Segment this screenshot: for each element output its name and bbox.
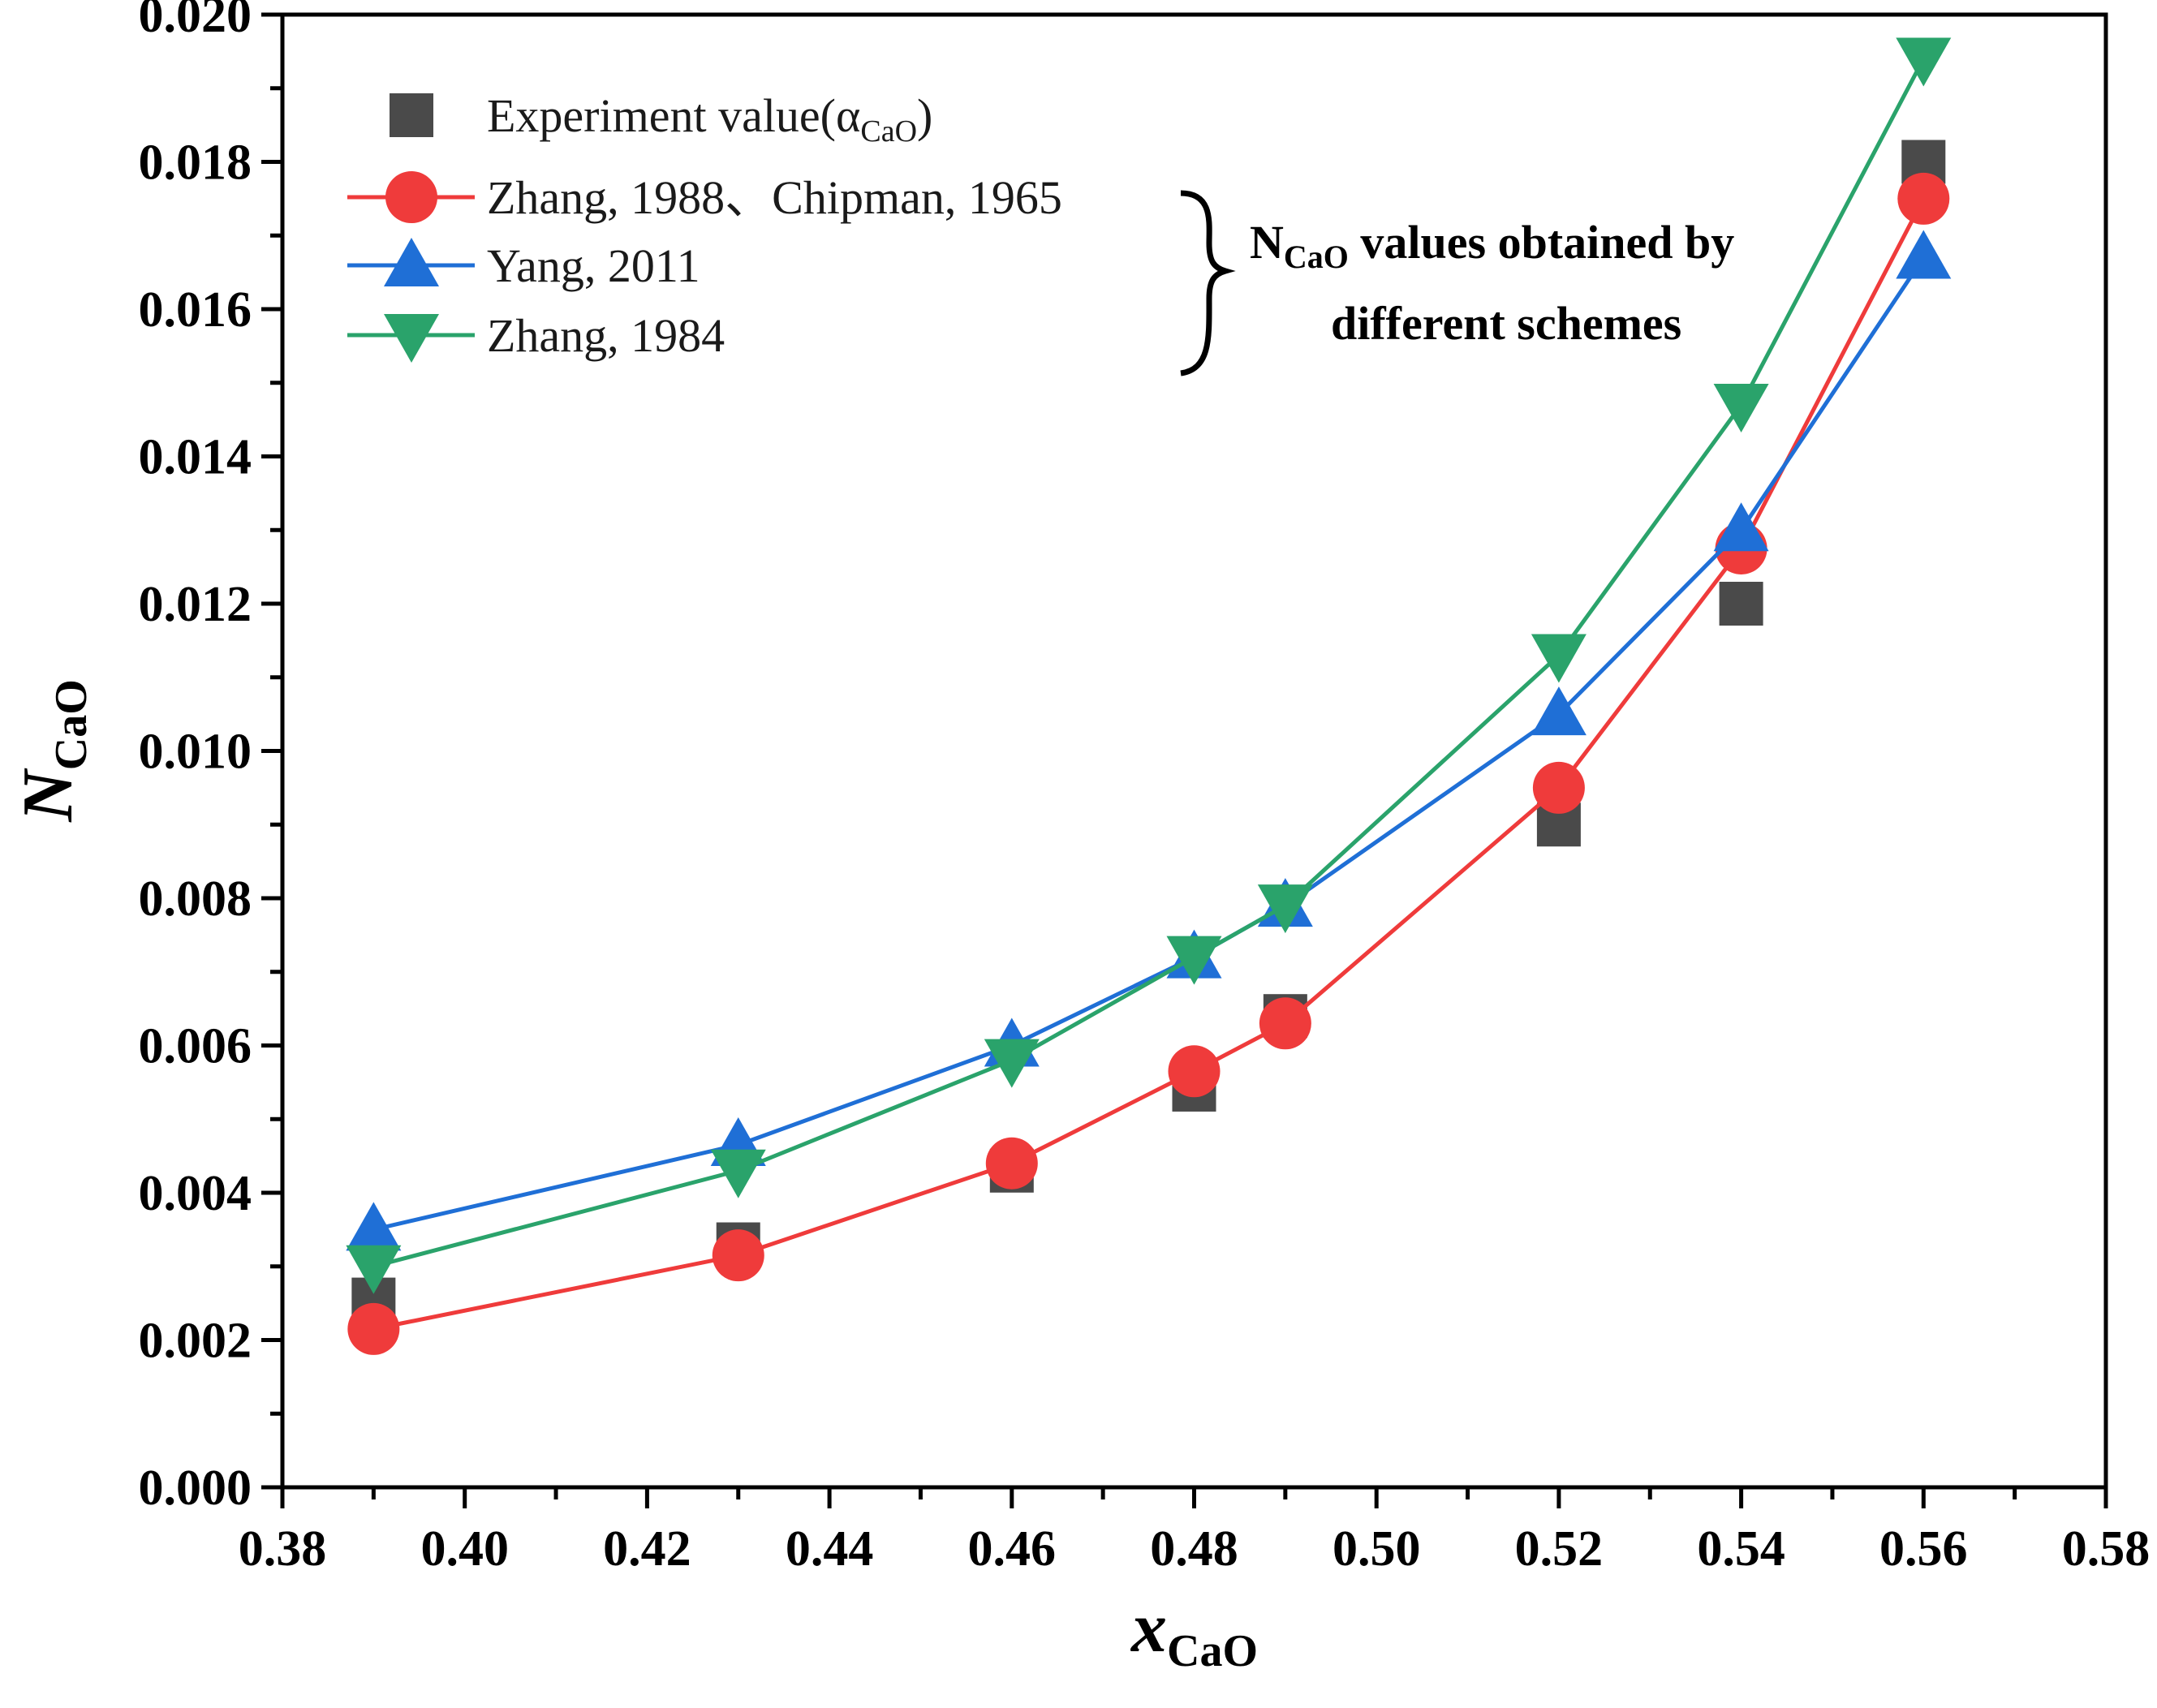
y-tick-label: 0.002 [139,1314,252,1369]
data-point [985,1137,1038,1190]
x-tick-label: 0.46 [968,1521,1057,1577]
y-tick-label: 0.014 [139,430,252,485]
y-tick-label: 0.016 [139,282,252,338]
legend-label: Yang, 2011 [487,239,700,292]
data-point [1897,172,1950,225]
legend: Experiment value(αCaO) Zhang, 1988、Chipma… [347,89,1062,363]
legend-entry-1: Zhang, 1988、Chipman, 1965 [347,171,1062,224]
series-layer [346,37,1952,1355]
y-tick-label: 0.018 [139,136,252,191]
x-tick-label: 0.44 [786,1521,874,1577]
x-tick-label: 0.40 [420,1521,509,1577]
data-point [1532,761,1585,814]
data-point [1168,1045,1221,1098]
x-tick-label: 0.54 [1697,1521,1785,1577]
legend-entry-0: Experiment value(αCaO) [390,89,932,148]
data-point [710,1149,766,1198]
y-tick-label: 0.000 [139,1461,252,1516]
y-tick-label: 0.008 [139,871,252,927]
y-tick-label: 0.006 [139,1019,252,1074]
data-point [346,1245,402,1294]
data-point [1896,230,1952,279]
series-3 [346,37,1952,1294]
data-point [1257,884,1313,934]
data-point [347,1302,400,1355]
annotation: NCaO values obtained by different scheme… [1180,190,1734,376]
legend-marker [385,171,437,223]
series-1 [347,172,1950,1355]
legend-marker [384,238,439,286]
x-tick-label: 0.50 [1333,1521,1421,1577]
y-tick-label: 0.020 [139,0,252,43]
x-tick-label: 0.58 [2062,1521,2151,1577]
data-point [1259,997,1311,1050]
data-point [1166,936,1222,985]
y-axis-title: NCaO [9,679,97,823]
x-tick-label: 0.38 [239,1521,327,1577]
axes: 0.38 0.40 0.42 0.44 0.46 0.48 0.50 0.52 0.54 0.56… [9,0,2150,1676]
legend-label: Zhang, 1984 [487,309,725,362]
legend-marker [384,314,439,363]
data-point [1896,37,1952,87]
x-tick-label: 0.48 [1150,1521,1238,1577]
y-tick-label: 0.004 [139,1166,252,1221]
data-point [984,1039,1040,1088]
legend-marker [390,93,433,137]
x-tick-label: 0.52 [1515,1521,1604,1577]
x-tick-label: 0.42 [603,1521,691,1577]
legend-entry-2: Yang, 2011 [347,238,700,292]
data-point [1531,634,1587,683]
data-point [1719,582,1763,626]
x-axis-title: xCaO [1130,1589,1258,1676]
data-point [1713,502,1769,552]
series-line [372,197,1926,1332]
annotation-line2: different schemes [1331,297,1681,350]
data-point [1713,383,1769,432]
y-tick-label: 0.010 [139,725,252,780]
data-point [1531,686,1587,736]
annotation-line1: NCaO values obtained by [1250,216,1734,275]
legend-entry-3: Zhang, 1984 [347,309,725,363]
y-tick-label: 0.012 [139,577,252,632]
data-point [712,1229,764,1282]
x-tick-label: 0.56 [1879,1521,1968,1577]
legend-label: Experiment value(αCaO) [487,89,932,148]
legend-label: Zhang, 1988、Chipman, 1965 [487,171,1062,224]
series-line [372,58,1926,1269]
curly-brace [1180,190,1236,376]
data-point [346,1202,402,1251]
